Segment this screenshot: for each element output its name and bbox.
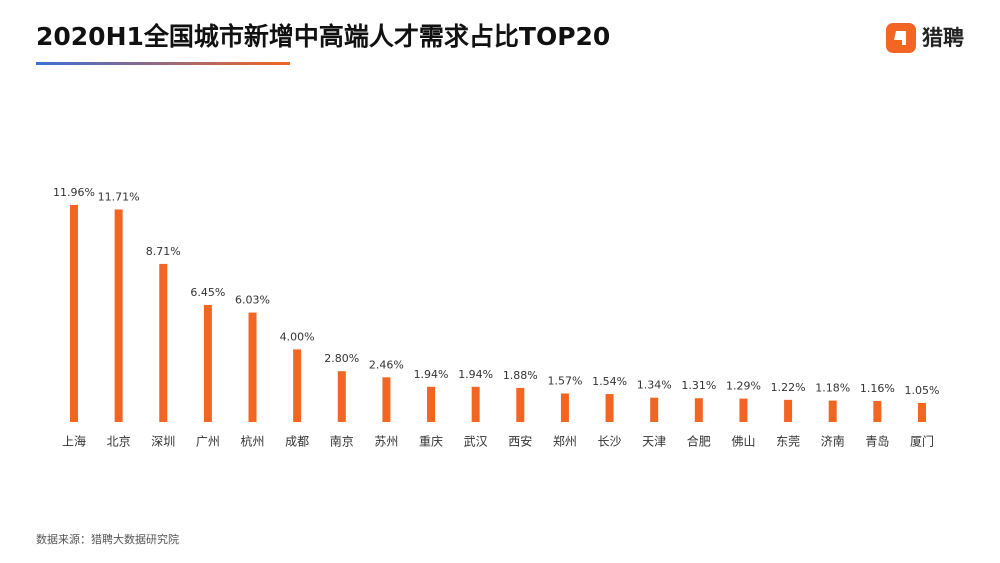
x-tick-label: 青岛 (865, 434, 889, 449)
bar (159, 263, 168, 422)
value-label: 4.00% (280, 330, 315, 343)
bar (560, 393, 569, 422)
bar (739, 398, 748, 422)
x-tick-label: 北京 (107, 435, 131, 449)
x-tick-label: 西安 (508, 434, 532, 449)
x-tick-label: 合肥 (687, 434, 711, 449)
value-label: 11.71% (98, 190, 140, 203)
bar (114, 209, 123, 422)
source: 数据来源：猎聘大数据研究院 (36, 532, 179, 546)
bar (873, 400, 882, 422)
value-label: 2.46% (369, 358, 404, 371)
x-tick-label: 苏州 (374, 435, 398, 449)
x-tick-label: 深圳 (151, 435, 175, 449)
value-label: 1.05% (904, 384, 939, 397)
brand: 猎聘 (922, 26, 964, 50)
value-label: 1.94% (458, 368, 493, 381)
x-tick-label: 杭州 (241, 434, 265, 449)
value-label: 1.57% (547, 375, 582, 388)
x-tick-label: 南京 (330, 434, 354, 449)
value-label: 2.80% (324, 352, 359, 365)
value-label: 1.88% (503, 369, 538, 382)
bar (427, 386, 436, 422)
bar (382, 377, 391, 422)
value-label: 8.71% (146, 245, 181, 258)
bar (784, 399, 793, 422)
value-label: 1.29% (726, 380, 761, 393)
bar (650, 397, 659, 422)
bar (917, 402, 926, 422)
x-tick-label: 成都 (285, 435, 309, 449)
bar (203, 304, 212, 422)
value-label: 1.18% (815, 382, 850, 395)
title-underline (36, 62, 290, 65)
bar (337, 371, 346, 422)
value-label: 1.22% (771, 381, 806, 394)
value-label: 6.03% (235, 294, 270, 307)
x-tick-label: 长沙 (598, 435, 622, 449)
x-tick-label: 武汉 (464, 435, 488, 449)
bar (694, 398, 703, 422)
x-tick-label: 郑州 (553, 434, 577, 449)
x-tick-label: 佛山 (731, 435, 755, 449)
x-tick-label: 东莞 (776, 435, 800, 449)
value-label: 1.34% (637, 379, 672, 392)
x-tick-label: 广州 (196, 435, 220, 449)
bar (605, 394, 614, 422)
bar (516, 387, 525, 422)
value-label: 1.54% (592, 375, 627, 388)
x-tick-label: 上海 (62, 434, 86, 449)
bar (471, 386, 480, 422)
x-tick-label: 天津 (642, 435, 666, 449)
x-tick-label: 济南 (821, 434, 845, 449)
value-label: 6.45% (190, 286, 225, 299)
value-label: 1.31% (681, 379, 716, 392)
bar (828, 400, 837, 422)
bar (293, 349, 302, 422)
value-label: 11.96% (53, 186, 95, 199)
logo: 猎聘 (886, 23, 964, 53)
title: 2020H1全国城市新增中高端人才需求占比TOP20 (36, 22, 610, 51)
x-tick-label: 厦门 (910, 434, 934, 449)
logo-glyph (894, 31, 906, 45)
bar (248, 312, 257, 422)
x-tick-label: 重庆 (419, 435, 443, 449)
bar (70, 204, 78, 422)
value-label: 1.94% (414, 368, 449, 381)
value-label: 1.16% (860, 382, 895, 395)
